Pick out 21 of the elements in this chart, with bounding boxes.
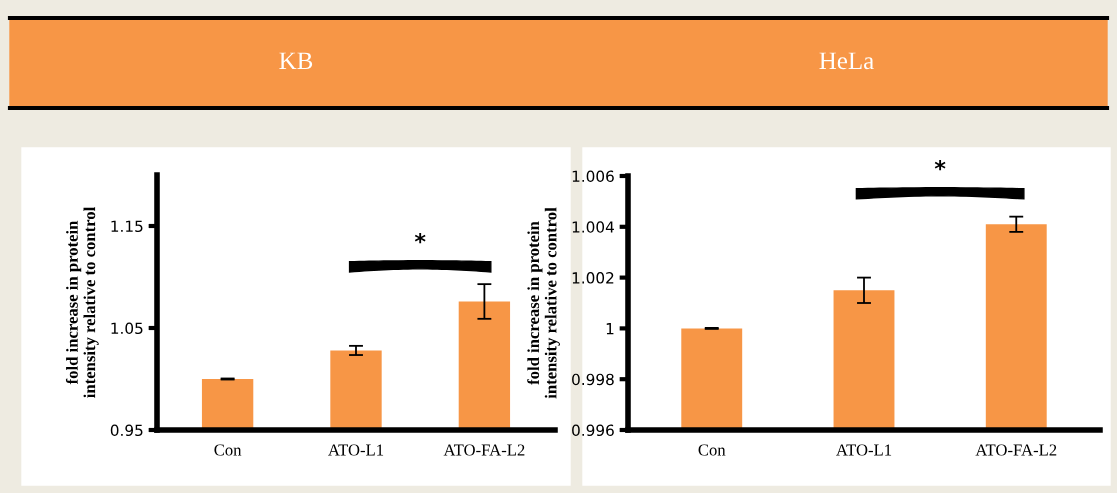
chart-title: HeLa bbox=[819, 52, 874, 70]
x-tick-label: ATO-L1 bbox=[836, 444, 892, 456]
y-tick-label: 1.002 bbox=[572, 272, 614, 284]
y-axis-title: fold increase in protein intensity relative to control bbox=[527, 207, 560, 399]
x-tick-label: Con bbox=[214, 444, 242, 456]
y-tick-label: 1.05 bbox=[111, 322, 143, 335]
y-tick-label: 1.006 bbox=[572, 170, 614, 183]
x-tick-label: ATO-L1 bbox=[328, 444, 384, 456]
annotation: * bbox=[414, 232, 426, 244]
chart-title: KB bbox=[279, 52, 313, 70]
x-tick-label: Con bbox=[698, 444, 726, 456]
x-tick-label: ATO-FA-L2 bbox=[443, 444, 525, 456]
y-tick-label: 0.996 bbox=[572, 424, 614, 437]
y-tick-label: 1.15 bbox=[111, 220, 143, 233]
x-tick-label: ATO-FA-L2 bbox=[975, 444, 1057, 456]
y-axis-title: fold increase in protein intensity relative to control bbox=[65, 207, 99, 398]
y-tick-label: 1.004 bbox=[572, 221, 614, 233]
text: * bbox=[934, 159, 946, 171]
y-tick-label: 0.95 bbox=[110, 424, 143, 437]
y-tick-label: 0.998 bbox=[572, 373, 614, 386]
y-tick-label: 1 bbox=[606, 323, 614, 335]
